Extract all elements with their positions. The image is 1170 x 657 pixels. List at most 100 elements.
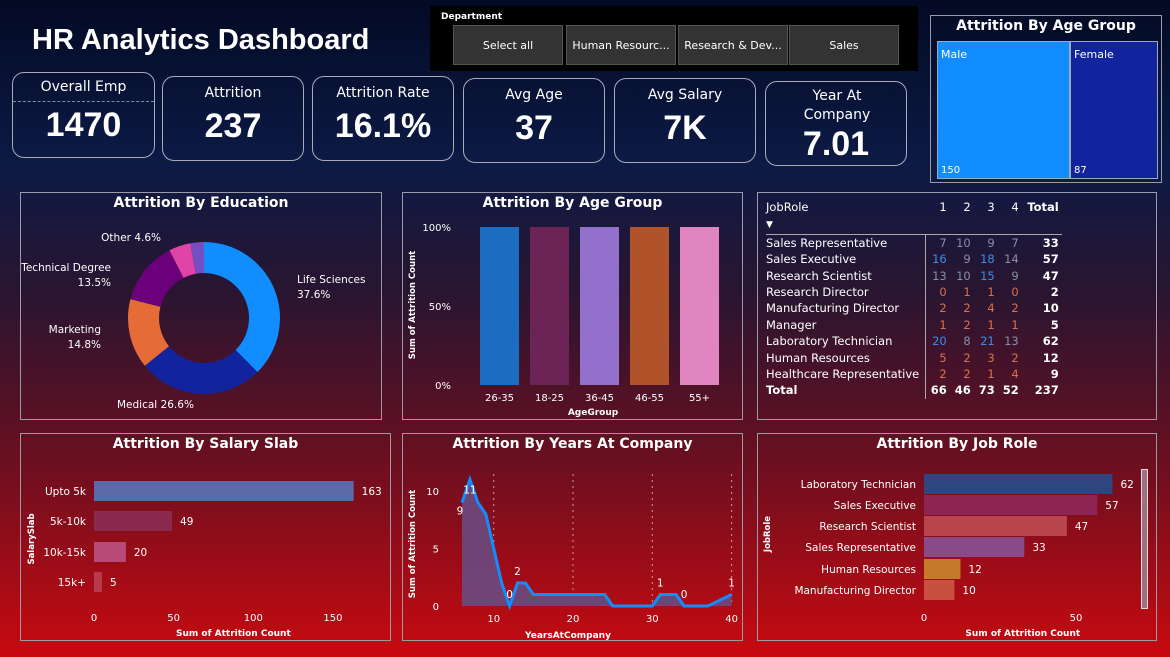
column-header[interactable]: Total bbox=[1027, 200, 1059, 214]
slicer-option-sales[interactable]: Sales bbox=[789, 25, 899, 65]
matrix-cell: 1 bbox=[987, 317, 995, 332]
donut-slice bbox=[169, 243, 196, 278]
matrix-cell: 0 bbox=[1011, 285, 1019, 300]
job-role-panel: Attrition By Job Role Laboratory Technic… bbox=[757, 433, 1157, 641]
matrix-cell: 21 bbox=[980, 334, 995, 349]
column-total: 66 bbox=[930, 383, 947, 398]
column-header[interactable]: 3 bbox=[987, 200, 995, 214]
slice-value: 37.6% bbox=[297, 289, 330, 301]
donut-slice bbox=[128, 299, 169, 366]
matrix-header-row: JobRole ▼ 1 2 3 4 Total bbox=[766, 199, 1062, 234]
slice-label: Technical Degree bbox=[21, 262, 111, 274]
row-label: Research Scientist bbox=[766, 267, 927, 285]
x-tick-label: 50 bbox=[167, 613, 180, 624]
matrix-cell: 1 bbox=[963, 285, 971, 300]
tile-label: Female bbox=[1074, 48, 1114, 61]
column-bar bbox=[680, 227, 719, 385]
matrix-row: Manufacturing Director 2 2 4 2 10 bbox=[766, 300, 1062, 317]
matrix-cell: 1 bbox=[1011, 317, 1019, 332]
row-total: 2 bbox=[1050, 285, 1059, 300]
treemap-tile-male[interactable]: Male 150 bbox=[937, 41, 1070, 179]
column-header[interactable]: 2 bbox=[963, 200, 971, 214]
bar bbox=[94, 481, 354, 501]
matrix-cell: 16 bbox=[932, 252, 947, 267]
x-tick-label: 100 bbox=[244, 613, 263, 624]
area-fill bbox=[462, 479, 732, 606]
slicer-option-human-resources[interactable]: Human Resourc... bbox=[566, 25, 676, 65]
row-total: 33 bbox=[1042, 235, 1059, 250]
matrix-cell: 2 bbox=[963, 317, 971, 332]
y-tick-label: 0 bbox=[433, 602, 439, 613]
y-tick-label: 50% bbox=[429, 302, 451, 313]
row-header[interactable]: JobRole ▼ bbox=[766, 200, 809, 231]
x-axis-title: Sum of Attrition Count bbox=[176, 629, 291, 639]
data-label: 2 bbox=[514, 566, 521, 578]
bar bbox=[924, 559, 961, 579]
slice-value: 13.5% bbox=[78, 277, 111, 289]
slice-value: 14.8% bbox=[68, 339, 101, 351]
column-header[interactable]: 1 bbox=[939, 200, 947, 214]
matrix-row: Research Scientist 13 10 15 9 47 bbox=[766, 267, 1062, 285]
x-axis-title: YearsAtCompany bbox=[524, 631, 611, 641]
column-bar bbox=[530, 227, 569, 385]
kpi-label: Overall Emp bbox=[13, 79, 154, 102]
x-tick-label: 50 bbox=[1070, 613, 1083, 624]
years-at-company-panel: Attrition By Years At Company 10 20 30 40 0 5… bbox=[402, 433, 743, 641]
job-role-bar-chart: Laboratory Technician 62 Sales Executive 57… bbox=[763, 474, 1134, 639]
bar bbox=[924, 580, 955, 600]
bar bbox=[94, 511, 173, 531]
row-total: 10 bbox=[1042, 301, 1059, 316]
jobrole-matrix-panel: JobRole ▼ 1 2 3 4 Total Sales Representative 7 10… bbox=[757, 192, 1157, 420]
x-tick-label: 36-45 bbox=[585, 393, 614, 404]
data-label: 1 bbox=[657, 578, 664, 590]
row-label: Manager bbox=[766, 316, 927, 334]
matrix-cell: 2 bbox=[963, 350, 971, 365]
data-label: 57 bbox=[1105, 500, 1118, 512]
data-label: 10 bbox=[962, 585, 975, 597]
slicer-option-select-all[interactable]: Select all bbox=[453, 25, 563, 65]
grand-total: 237 bbox=[1034, 383, 1059, 398]
column-bar bbox=[580, 227, 619, 385]
department-slicer: Department Select all Human Resourc... R… bbox=[430, 6, 918, 71]
data-label: 5 bbox=[110, 577, 117, 589]
kpi-value: 7K bbox=[663, 109, 707, 147]
treemap-tile-female[interactable]: Female 87 bbox=[1070, 41, 1158, 179]
scrollbar[interactable] bbox=[1141, 469, 1148, 609]
data-label: 0 bbox=[681, 589, 688, 601]
slice-label: Medical 26.6% bbox=[117, 399, 194, 411]
matrix-cell: 13 bbox=[932, 268, 947, 283]
chart-title: Attrition By Education bbox=[113, 195, 289, 211]
bar bbox=[94, 572, 102, 592]
x-tick-label: 150 bbox=[323, 613, 342, 624]
row-total: 12 bbox=[1042, 350, 1059, 365]
age-group-column-chart: 26-35 18-25 36-45 46-55 55+ 0% 50% 100% AgeGroup… bbox=[408, 223, 719, 418]
matrix-cell: 13 bbox=[1004, 334, 1019, 349]
kpi-label: Avg Salary bbox=[647, 87, 723, 103]
donut-slice bbox=[144, 346, 258, 394]
bar bbox=[924, 516, 1067, 536]
matrix-cell: 9 bbox=[987, 235, 995, 250]
kpi-value: 237 bbox=[204, 107, 262, 145]
data-label: 47 bbox=[1075, 521, 1088, 533]
kpi-attrition-rate: Attrition Rate 16.1% bbox=[312, 76, 454, 161]
matrix-cell: 15 bbox=[980, 268, 995, 283]
category-label: Upto 5k bbox=[45, 486, 87, 498]
row-total: 9 bbox=[1050, 367, 1059, 382]
matrix-row: Human Resources 5 2 3 2 12 bbox=[766, 349, 1062, 367]
kpi-value: 1470 bbox=[45, 106, 122, 144]
x-tick-label: 0 bbox=[921, 613, 927, 624]
data-label: 1 bbox=[728, 578, 735, 590]
matrix-cell: 2 bbox=[939, 367, 947, 382]
kpi-label: Attrition Rate bbox=[336, 85, 430, 101]
matrix-cell: 9 bbox=[1011, 268, 1019, 283]
slicer-option-research-development[interactable]: Research & Dev... bbox=[678, 25, 788, 65]
x-tick-label: 0 bbox=[91, 613, 97, 624]
x-axis-title: Sum of Attrition Count bbox=[965, 629, 1080, 639]
matrix-cell: 0 bbox=[939, 285, 947, 300]
y-tick-label: 100% bbox=[422, 223, 451, 234]
matrix-cell: 2 bbox=[963, 367, 971, 382]
column-bar bbox=[630, 227, 669, 385]
chart-title: Attrition By Age Group bbox=[482, 195, 663, 211]
column-header[interactable]: 4 bbox=[1011, 200, 1019, 214]
series-line bbox=[460, 474, 733, 611]
